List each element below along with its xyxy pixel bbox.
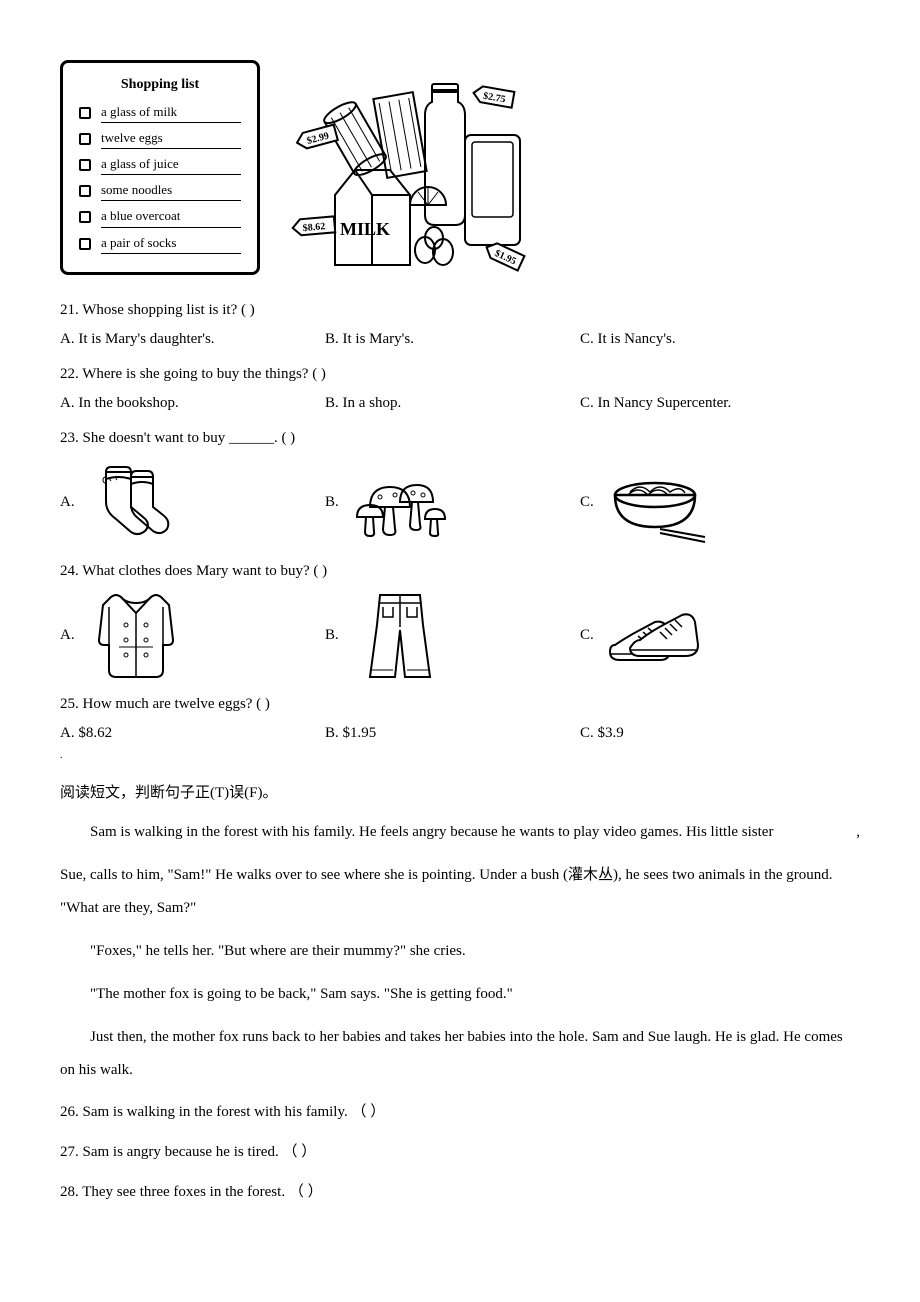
passage-body: Sam is walking in the forest with his fa… [60, 816, 860, 1087]
shopping-list-box: Shopping list a glass of milk twelve egg… [60, 60, 260, 275]
checkbox-icon [79, 185, 91, 197]
list-item: a pair of socks [79, 234, 241, 254]
list-item: a glass of juice [79, 155, 241, 175]
passage-heading: 阅读短文，判断句子正(T)误(F)。 [60, 783, 860, 804]
shopping-list-title: Shopping list [79, 75, 241, 95]
list-item: twelve eggs [79, 129, 241, 149]
pants-icon [345, 590, 455, 680]
passage-p3: "The mother fox is going to be back," Sa… [60, 978, 860, 1011]
header-images-row: Shopping list a glass of milk twelve egg… [60, 60, 860, 280]
option-label: A. [60, 492, 75, 513]
checkbox-icon [79, 238, 91, 250]
list-text: some noodles [101, 181, 241, 201]
passage-p4: Just then, the mother fox runs back to h… [60, 1021, 860, 1087]
list-item: a glass of milk [79, 103, 241, 123]
q23-option-a: A. [60, 457, 325, 547]
p1a-text: Sam is walking in the forest with his fa… [90, 824, 773, 840]
question-27: 27. Sam is angry because he is tired. （ … [60, 1137, 860, 1167]
q21-option-a: A. It is Mary's daughter's. [60, 329, 325, 350]
question-23: 23. She doesn't want to buy ______. ( ) [60, 428, 860, 449]
q22-option-a: A. In the bookshop. [60, 393, 325, 414]
option-label: A. [60, 625, 75, 646]
option-label: C. [580, 492, 594, 513]
socks-icon [81, 457, 191, 547]
svg-text:$8.62: $8.62 [302, 221, 325, 234]
mushrooms-icon [345, 457, 455, 547]
q25-option-c: C. $3.9 [580, 723, 860, 765]
groceries-svg: MILK [280, 60, 540, 280]
q22-option-c: C. In Nancy Supercenter. [580, 393, 860, 414]
q21-option-c: C. It is Nancy's. [580, 329, 860, 350]
option-label: B. [325, 492, 339, 513]
list-text: a blue overcoat [101, 207, 241, 227]
question-28: 28. They see three foxes in the forest. … [60, 1177, 860, 1207]
noodles-bowl-icon [600, 457, 710, 547]
option-label: C. [580, 625, 594, 646]
q22-option-b: B. In a shop. [325, 393, 580, 414]
q24-option-a: A. [60, 590, 325, 680]
list-text: a glass of juice [101, 155, 241, 175]
q23-image-options: A. B. [60, 457, 860, 547]
list-text: a pair of socks [101, 234, 241, 254]
passage-p1b: Sue, calls to him, "Sam!" He walks over … [60, 859, 860, 925]
question-22: 22. Where is she going to buy the things… [60, 364, 860, 385]
checkbox-icon [79, 211, 91, 223]
q23-option-c: C. [580, 457, 860, 547]
q24-option-b: B. [325, 590, 580, 680]
q21-options: A. It is Mary's daughter's. B. It is Mar… [60, 329, 860, 350]
passage-p2: "Foxes," he tells her. "But where are th… [60, 935, 860, 968]
list-item: a blue overcoat [79, 207, 241, 227]
question-26: 26. Sam is walking in the forest with hi… [60, 1097, 860, 1127]
list-item: some noodles [79, 181, 241, 201]
q25-a-text: A. $8.62 [60, 725, 112, 741]
question-24: 24. What clothes does Mary want to buy? … [60, 561, 860, 582]
trailing-comma: , [826, 816, 860, 849]
shoes-icon [600, 590, 710, 680]
q21-option-b: B. It is Mary's. [325, 329, 580, 350]
checkbox-icon [79, 107, 91, 119]
q25-options: A. $8.62. B. $1.95 C. $3.9 [60, 723, 860, 765]
groceries-illustration: MILK [280, 60, 540, 280]
q25-option-b: B. $1.95 [325, 723, 580, 765]
q24-image-options: A. B. [60, 590, 860, 680]
question-21: 21. Whose shopping list is it? ( ) [60, 300, 860, 321]
q25-option-a: A. $8.62. [60, 723, 325, 765]
q24-option-c: C. [580, 590, 860, 680]
q23-option-b: B. [325, 457, 580, 547]
question-25: 25. How much are twelve eggs? ( ) [60, 694, 860, 715]
list-text: twelve eggs [101, 129, 241, 149]
checkbox-icon [79, 133, 91, 145]
svg-text:MILK: MILK [340, 219, 390, 239]
q22-options: A. In the bookshop. B. In a shop. C. In … [60, 393, 860, 414]
passage-p1a: Sam is walking in the forest with his fa… [60, 816, 860, 849]
option-label: B. [325, 625, 339, 646]
overcoat-icon [81, 590, 191, 680]
checkbox-icon [79, 159, 91, 171]
list-text: a glass of milk [101, 103, 241, 123]
